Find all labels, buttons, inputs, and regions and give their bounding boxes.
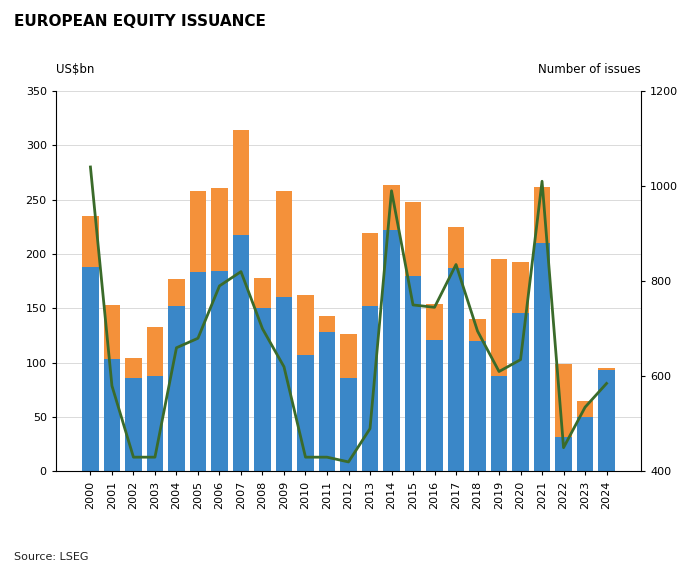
Bar	[556, 437, 572, 471]
Bar	[448, 227, 464, 268]
Bar	[233, 130, 249, 236]
Number of issues Q1–Q3	[388, 187, 396, 194]
Bar	[298, 295, 314, 355]
Bar	[211, 187, 227, 272]
Number of issues Q1–Q3	[409, 302, 418, 308]
Number of issues Q1–Q3	[86, 164, 95, 170]
Number of issues Q1–Q3	[194, 335, 202, 341]
Number of issues Q1–Q3	[129, 454, 137, 461]
Number of issues Q1–Q3	[172, 344, 181, 351]
Bar	[470, 341, 486, 471]
Bar	[104, 360, 120, 471]
Number of issues Q1–Q3	[473, 328, 482, 335]
Bar	[276, 191, 292, 298]
Text: EUROPEAN EQUITY ISSUANCE: EUROPEAN EQUITY ISSUANCE	[14, 14, 266, 29]
Number of issues Q1–Q3	[538, 178, 546, 185]
Bar	[319, 332, 335, 471]
Number of issues Q1–Q3	[495, 368, 503, 375]
Bar	[362, 306, 378, 471]
Bar	[340, 335, 357, 378]
Bar	[599, 368, 615, 370]
Bar	[147, 327, 163, 376]
Bar	[125, 378, 141, 471]
Bar	[427, 340, 443, 471]
Bar	[383, 230, 399, 471]
Text: US$bn: US$bn	[56, 62, 94, 76]
Bar	[190, 191, 206, 273]
Number of issues Q1–Q3	[301, 454, 309, 461]
Line: Number of issues Q1–Q3: Number of issues Q1–Q3	[91, 167, 606, 462]
Bar	[125, 358, 141, 378]
Bar	[405, 202, 421, 275]
Bar	[211, 272, 227, 471]
Bar	[298, 355, 314, 471]
Number of issues Q1–Q3	[366, 425, 374, 432]
Bar	[577, 417, 593, 471]
Bar	[534, 186, 550, 243]
Bar	[427, 304, 443, 340]
Bar	[82, 216, 98, 267]
Bar	[470, 319, 486, 341]
Bar	[190, 273, 206, 471]
Bar	[169, 306, 185, 471]
Bar	[82, 267, 98, 471]
Bar	[340, 378, 357, 471]
Number of issues Q1–Q3	[259, 325, 267, 332]
Number of issues Q1–Q3	[516, 356, 525, 363]
Bar	[147, 376, 163, 471]
Number of issues Q1–Q3	[279, 364, 288, 370]
Number of issues Q1–Q3	[344, 458, 353, 465]
Bar	[491, 376, 507, 471]
Bar	[276, 298, 292, 471]
Number of issues Q1–Q3	[237, 268, 245, 275]
Bar	[319, 316, 335, 332]
Bar	[491, 260, 507, 376]
Bar	[254, 308, 270, 471]
Bar	[534, 243, 550, 471]
Number of issues Q1–Q3	[215, 282, 224, 289]
Number of issues Q1–Q3	[108, 382, 116, 389]
Bar	[556, 364, 572, 437]
Text: Number of issues: Number of issues	[539, 62, 641, 76]
Bar	[405, 275, 421, 471]
Number of issues Q1–Q3	[602, 380, 611, 387]
Bar	[512, 313, 528, 471]
Bar	[362, 233, 378, 306]
Number of issues Q1–Q3	[581, 404, 589, 411]
Bar	[577, 401, 593, 417]
Bar	[254, 278, 270, 308]
Bar	[512, 262, 528, 313]
Number of issues Q1–Q3	[323, 454, 331, 461]
Number of issues Q1–Q3	[452, 261, 460, 268]
Bar	[599, 370, 615, 471]
Bar	[104, 305, 120, 360]
Number of issues Q1–Q3	[151, 454, 159, 461]
Bar	[383, 186, 399, 230]
Text: Source: LSEG: Source: LSEG	[14, 552, 89, 562]
Number of issues Q1–Q3	[430, 304, 438, 311]
Bar	[169, 279, 185, 306]
Bar	[448, 268, 464, 471]
Number of issues Q1–Q3	[560, 444, 568, 451]
Bar	[233, 236, 249, 471]
